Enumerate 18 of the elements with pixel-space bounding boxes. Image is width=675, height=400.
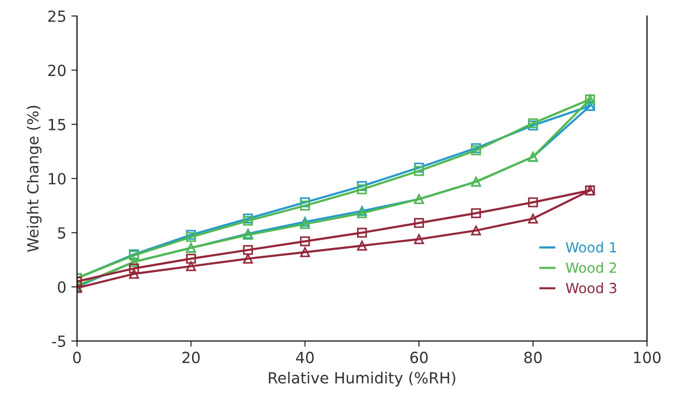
- y-tick-label: 10: [48, 172, 66, 185]
- y-tick-label: 20: [48, 64, 66, 76]
- legend-label: Wood 2: [566, 262, 616, 273]
- y-tick-label: 15: [48, 119, 66, 130]
- y-tick-label: 0: [58, 281, 66, 293]
- x-tick-label: 40: [296, 352, 314, 364]
- legend-label: Wood 1: [566, 242, 616, 253]
- y-tick-label: 25: [48, 10, 66, 22]
- legend-label: Wood 3: [566, 282, 616, 294]
- y-axis-title: Weight Change (%): [26, 106, 42, 252]
- x-tick-label: 20: [182, 352, 200, 364]
- y-tick-label: -5: [52, 336, 66, 348]
- x-tick-label: 0: [73, 352, 81, 364]
- x-tick-label: 60: [410, 352, 428, 364]
- y-tick-label: 5: [58, 227, 66, 239]
- x-axis-title: Relative Humidity (%RH): [268, 372, 456, 387]
- x-tick-label: 100: [634, 352, 661, 364]
- x-tick-label: 80: [524, 352, 542, 364]
